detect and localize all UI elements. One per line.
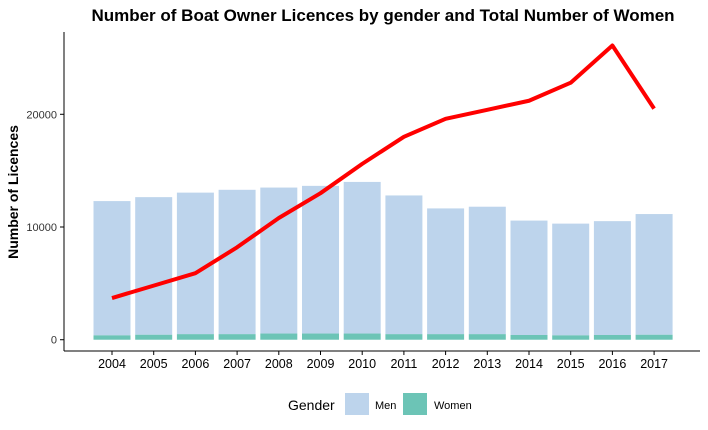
x-tick-label: 2015	[557, 357, 585, 371]
bar-men-2014	[510, 220, 548, 335]
legend-label-women: Women	[434, 400, 472, 412]
bar-men-2004	[93, 201, 131, 336]
legend-label-men: Men	[375, 400, 396, 412]
legend-swatch-men	[345, 393, 369, 415]
bar-men-2016	[593, 221, 631, 335]
bar-men-2009	[302, 185, 339, 334]
bar-men-2007	[218, 189, 256, 335]
bars-layer	[93, 181, 673, 340]
chart-title: Number of Boat Owner Licences by gender …	[91, 6, 674, 25]
bar-women-2005	[135, 334, 173, 340]
bar-men-2013	[468, 206, 506, 335]
legend: Gender Men Women	[288, 393, 472, 415]
bar-men-2010	[343, 181, 381, 334]
x-tick-label: 2004	[98, 357, 126, 371]
x-tick-label: 2017	[640, 357, 668, 371]
bar-men-2011	[385, 195, 423, 335]
x-tick-label: 2005	[140, 357, 168, 371]
axes	[63, 32, 700, 352]
x-tick-label: 2009	[307, 357, 335, 371]
line-total-women	[111, 43, 656, 300]
y-tick-label: 0	[51, 335, 57, 347]
line-layer	[111, 43, 656, 300]
bar-men-2012	[427, 208, 465, 335]
x-tick-label: 2007	[223, 357, 251, 371]
bar-women-2016	[593, 334, 631, 340]
bar-men-2005	[135, 197, 173, 335]
bar-women-2012	[427, 334, 465, 340]
bar-women-2014	[510, 334, 548, 340]
y-ticks: 0 10000 20000	[26, 109, 64, 347]
bar-women-2007	[218, 334, 256, 340]
bar-women-2006	[176, 334, 214, 340]
x-tick-label: 2008	[265, 357, 293, 371]
bar-women-2017	[635, 334, 673, 340]
bar-women-2004	[93, 335, 131, 340]
x-tick-label: 2011	[390, 357, 417, 371]
bar-men-2017	[635, 214, 673, 335]
bar-women-2015	[552, 335, 590, 340]
bar-men-2015	[552, 223, 590, 336]
y-tick-label: 20000	[26, 109, 57, 121]
x-ticks: 2004 2005 2006 2007 2008 2009 2010 2011 2012 2013…	[98, 351, 668, 371]
bar-women-2013	[468, 334, 506, 340]
x-tick-label: 2014	[515, 357, 543, 371]
legend-title: Gender	[288, 397, 335, 413]
bar-women-2008	[260, 333, 298, 340]
y-axis-label: Number of Licences	[5, 125, 21, 259]
y-tick-label: 10000	[26, 222, 57, 234]
x-tick-label: 2016	[598, 357, 626, 371]
x-tick-label: 2013	[473, 357, 501, 371]
x-tick-label: 2006	[181, 357, 209, 371]
legend-swatch-women	[403, 393, 427, 415]
bar-women-2010	[343, 333, 381, 340]
x-tick-label: 2010	[348, 357, 376, 371]
bar-women-2009	[302, 333, 339, 340]
x-tick-label: 2012	[432, 357, 460, 371]
bar-women-2011	[385, 334, 423, 340]
